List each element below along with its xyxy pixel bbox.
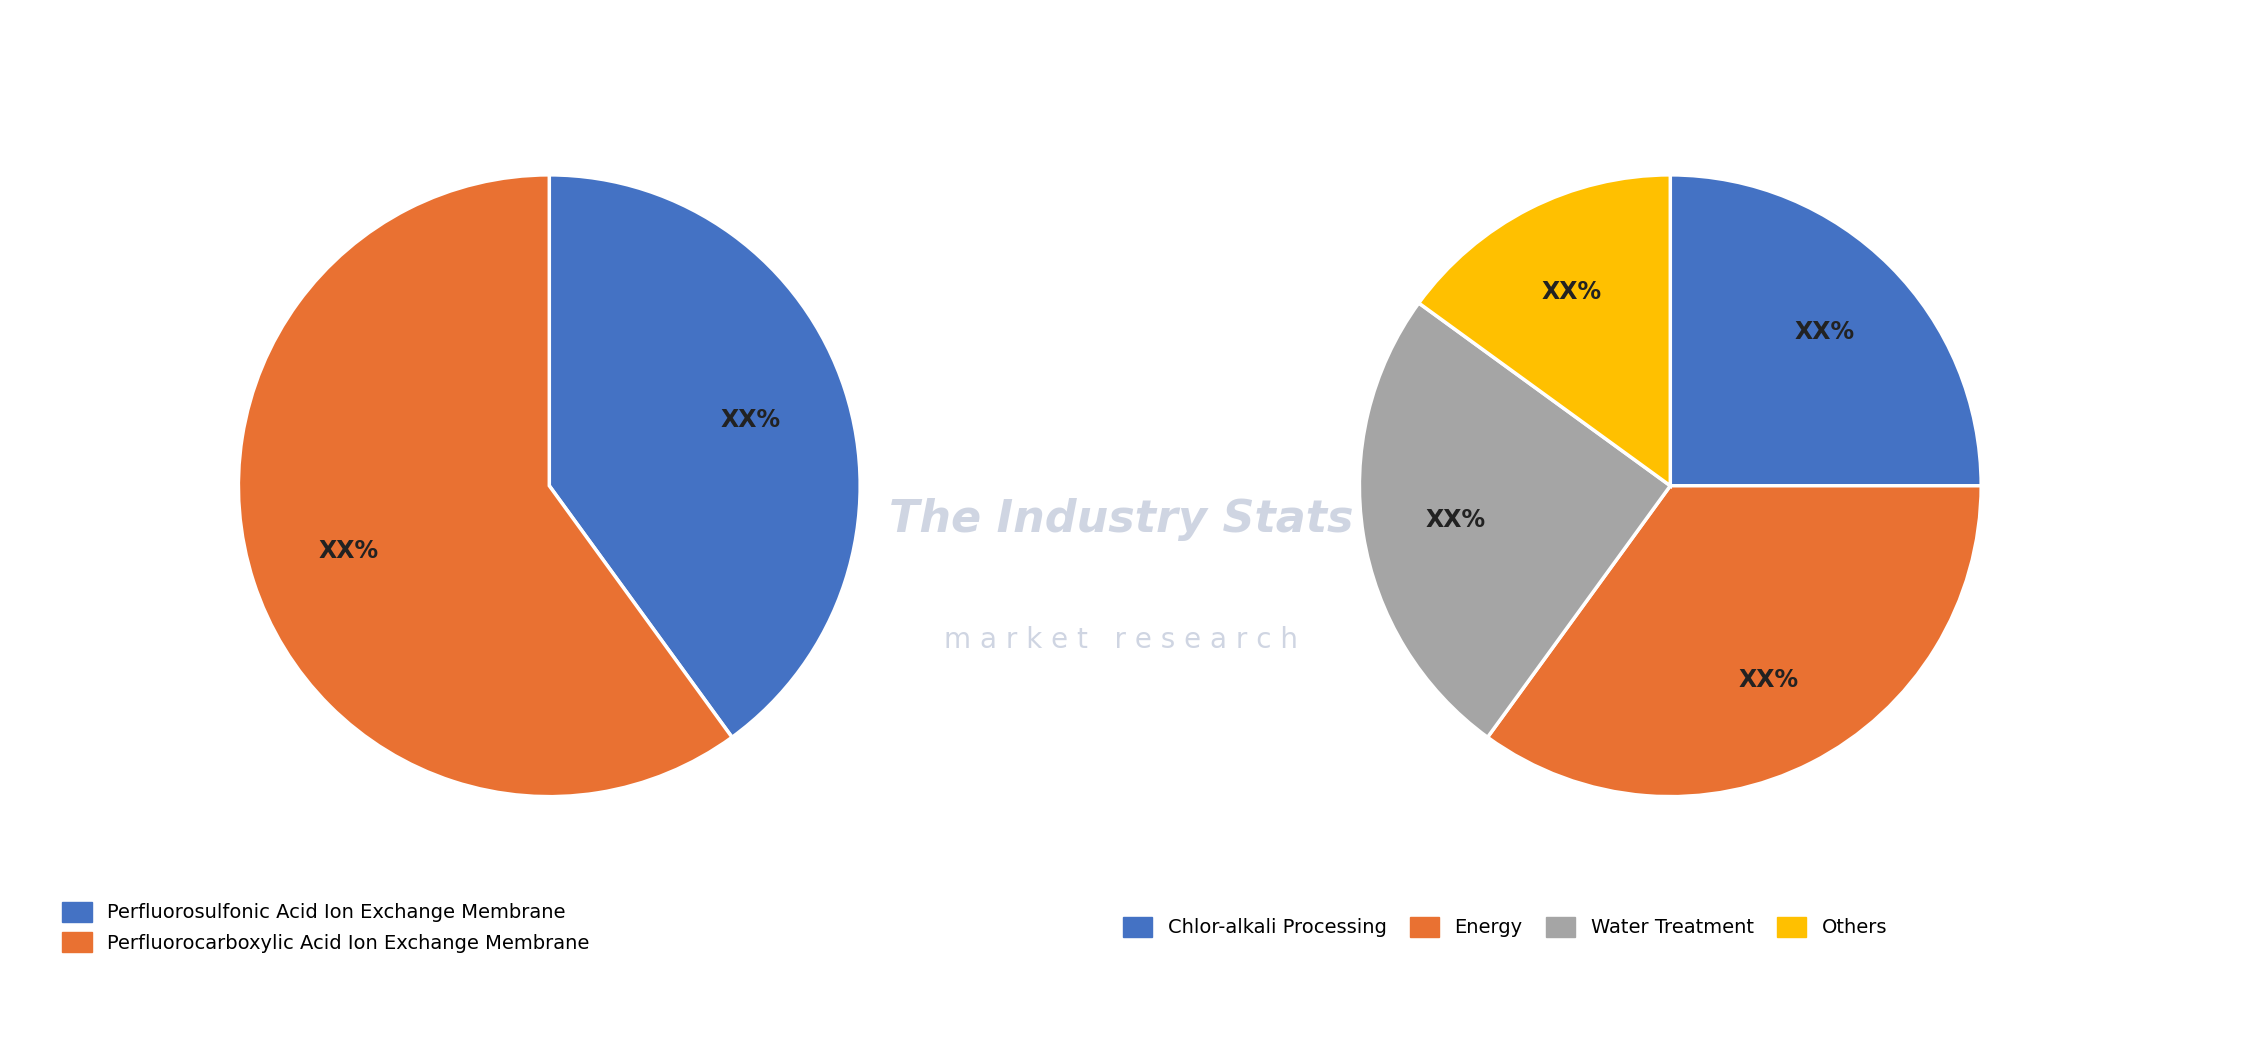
Text: XX%: XX% [1542, 280, 1601, 304]
Text: XX%: XX% [1794, 320, 1854, 344]
Text: Fig. Global Ion Selective Permeable Membrane Market Share by Product Types & App: Fig. Global Ion Selective Permeable Memb… [40, 42, 1632, 71]
Wedge shape [1419, 175, 1670, 486]
Text: Website: www.theindustrystats.com: Website: www.theindustrystats.com [1569, 1008, 1998, 1027]
Wedge shape [238, 175, 733, 796]
Text: The Industry Stats: The Industry Stats [888, 498, 1354, 541]
Wedge shape [1486, 486, 1982, 796]
Text: Email: sales@theindustrystats.com: Email: sales@theindustrystats.com [807, 1008, 1222, 1027]
Text: XX%: XX% [1740, 667, 1798, 692]
Wedge shape [1359, 303, 1670, 737]
Text: Source: Theindustrystats Analysis: Source: Theindustrystats Analysis [45, 1008, 448, 1027]
Wedge shape [1670, 175, 1982, 486]
Text: m a r k e t   r e s e a r c h: m a r k e t r e s e a r c h [944, 626, 1298, 654]
Legend: Chlor-alkali Processing, Energy, Water Treatment, Others: Chlor-alkali Processing, Energy, Water T… [1123, 917, 1888, 938]
Text: XX%: XX% [1426, 508, 1486, 532]
Text: XX%: XX% [720, 409, 780, 433]
Legend: Perfluorosulfonic Acid Ion Exchange Membrane, Perfluorocarboxylic Acid Ion Excha: Perfluorosulfonic Acid Ion Exchange Memb… [63, 902, 590, 953]
Wedge shape [549, 175, 861, 737]
Text: XX%: XX% [318, 539, 379, 563]
